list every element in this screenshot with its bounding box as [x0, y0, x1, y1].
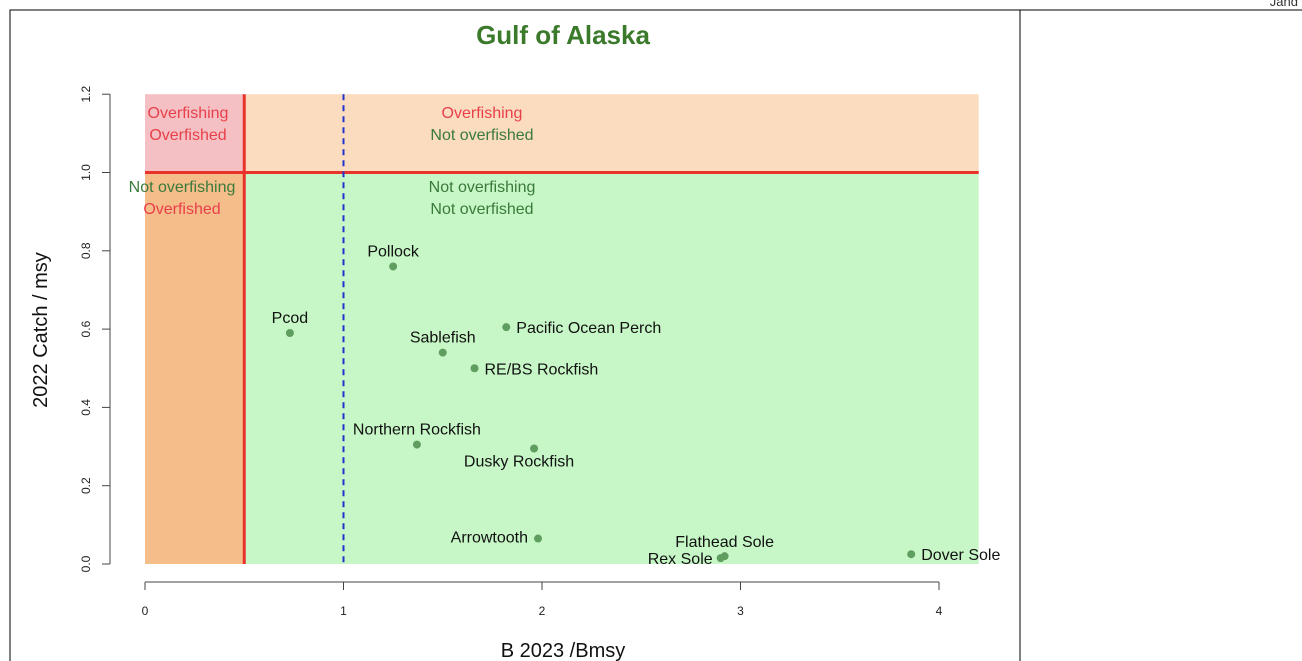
region-not-overfishing-overfished — [145, 172, 245, 564]
x-axis-label: B 2023 /Bmsy — [501, 640, 626, 661]
point-label: Dover Sole — [921, 547, 1000, 564]
chart-background — [145, 94, 979, 564]
x-tick-label: 1 — [340, 604, 347, 618]
point-label: Pcod — [272, 310, 308, 327]
region-label-line2: Not overfished — [430, 127, 533, 144]
region-label-line2: Overfished — [143, 201, 220, 218]
point-label: Sablefish — [410, 330, 476, 347]
region-label-line2: Overfished — [149, 127, 226, 144]
y-tick-label: 0.8 — [79, 242, 93, 259]
point-label: Flathead Sole — [675, 534, 774, 551]
region-not-overfishing-not-overfished — [244, 172, 979, 564]
y-tick-label: 0.2 — [79, 477, 93, 494]
data-point — [412, 440, 421, 449]
region-overfishing-overfished — [145, 94, 245, 173]
data-points: Pollock Pcod Pacific Ocean Perch Sablefish R… — [272, 243, 1001, 568]
point-label: Pacific Ocean Perch — [516, 320, 661, 337]
point-label: Northern Rockfish — [353, 422, 481, 439]
y-axis-label: 2022 Catch / msy — [30, 252, 52, 408]
region-label-line1: Not overfishing — [429, 179, 536, 196]
data-point — [389, 262, 398, 271]
x-tick-label: 2 — [539, 604, 546, 618]
x-tick-label: 4 — [936, 604, 943, 618]
reference-lines — [145, 94, 979, 564]
data-point — [285, 329, 294, 338]
region-labels: Overfishing Overfished Overfishing Not over… — [129, 105, 536, 218]
y-tick-label: 0.6 — [79, 320, 93, 337]
x-tick-label: 3 — [737, 604, 744, 618]
chart-title: Gulf of Alaska — [476, 20, 650, 50]
point-label: RE/BS Rockfish — [485, 361, 599, 378]
y-tick-label: 1.0 — [79, 164, 93, 181]
point-label: Arrowtooth — [451, 530, 528, 547]
x-tick-label: 0 — [142, 604, 149, 618]
region-label-line1: Overfishing — [442, 105, 523, 122]
y-tick-label: 0.0 — [79, 555, 93, 572]
data-point — [907, 550, 916, 559]
region-label-line1: Overfishing — [148, 105, 229, 122]
axes: 0 1 2 3 4 0.0 0.2 0.4 0.6 0.8 1.0 1.2 — [79, 86, 943, 618]
y-tick-label: 0.4 — [79, 399, 93, 416]
point-label: Rex Sole — [648, 551, 713, 568]
corner-text: Jand — [1269, 0, 1298, 9]
y-tick-label: 1.2 — [79, 86, 93, 103]
data-point — [534, 534, 543, 543]
data-point — [470, 364, 479, 373]
region-label-line2: Not overfished — [430, 201, 533, 218]
data-point — [438, 348, 447, 357]
point-label: Pollock — [367, 243, 420, 260]
data-point — [530, 444, 539, 453]
data-point — [502, 323, 511, 332]
region-label-line1: Not overfishing — [129, 179, 236, 196]
plot-frame — [9, 9, 1021, 661]
region-overfishing-not-overfished — [244, 94, 979, 173]
data-point — [716, 554, 725, 563]
point-label: Dusky Rockfish — [464, 454, 574, 471]
